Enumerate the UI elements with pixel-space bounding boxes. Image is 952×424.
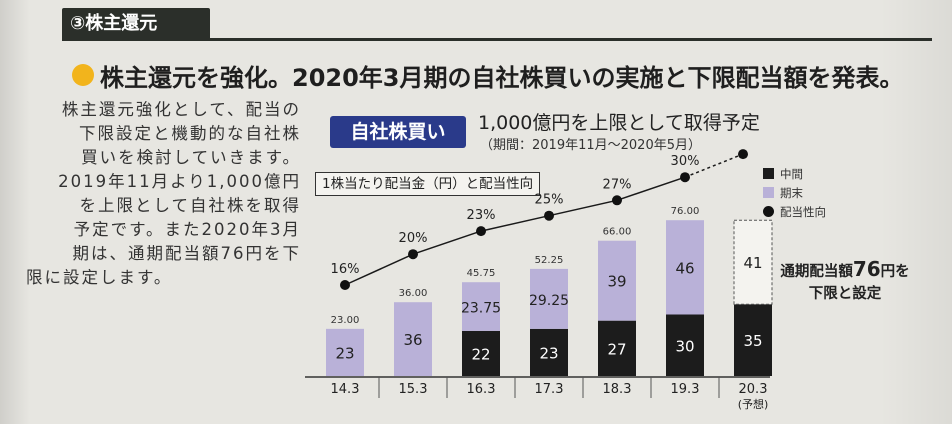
payout-ratio-point	[738, 149, 748, 160]
payout-ratio-label: 25%	[535, 193, 564, 208]
bar-final-label: 23	[335, 344, 354, 362]
body-line: 買いを検討していきます。	[81, 148, 301, 167]
bar-final-label: 23.75	[461, 301, 501, 317]
section-underline	[62, 38, 932, 41]
bar-interim	[598, 320, 636, 376]
buyback-badge: 自社株買い	[330, 116, 466, 148]
payout-ratio-label: 20%	[399, 231, 428, 246]
bar-interim-label: 22	[471, 345, 490, 363]
bar-final	[394, 302, 432, 376]
bar-final	[598, 240, 636, 321]
payout-ratio-point	[612, 195, 622, 206]
x-tick-label: 17.3	[535, 382, 564, 397]
buyback-amount-text: 1,000億円を上限として取得予定	[478, 112, 760, 134]
body-line: 下限設定と機動的な自社株	[79, 124, 301, 143]
bar-final	[530, 268, 568, 329]
payout-ratio-point	[408, 249, 418, 260]
callout-pre: 通期配当額	[780, 264, 853, 280]
callout-line2: 下限と設定	[808, 286, 882, 302]
payout-ratio-label: 23%	[467, 208, 496, 223]
buyback-period-text: （期間：2019年11月〜2020年5月）	[480, 138, 701, 153]
bar-final-label: 29.25	[529, 293, 569, 309]
bar-total-label: 52.25	[535, 255, 564, 266]
bar-interim	[530, 328, 568, 376]
x-tick-label: 15.3	[399, 382, 428, 397]
x-tick-label: 20.3	[739, 382, 768, 397]
legend-dot-icon	[763, 206, 774, 217]
payout-ratio-line	[344, 176, 686, 286]
payout-ratio-point	[680, 172, 690, 183]
bar-interim-label: 27	[607, 340, 626, 358]
bar-final	[462, 282, 500, 331]
body-line: 株主還元強化として、配当の	[61, 100, 301, 119]
headline: 株主還元を強化。2020年3月期の自社株買いの実施と下限配当額を発表。	[100, 64, 904, 92]
bar-total-label: 76.00	[671, 206, 700, 217]
bar-final-label: 39	[607, 273, 626, 291]
x-tick-note: (予想)	[738, 397, 769, 411]
bar-interim	[462, 330, 500, 376]
bar-interim-label: 30	[675, 337, 694, 355]
callout-post: 円を	[880, 264, 910, 280]
bar-total-label: 66.00	[603, 227, 632, 238]
payout-ratio-label: 30%	[671, 154, 700, 169]
section-label: ③株主還元	[62, 8, 210, 40]
bar-final-label: 36	[403, 331, 422, 349]
bar-final-label: 41	[743, 254, 762, 272]
payout-ratio-label: 16%	[331, 262, 360, 277]
body-line: 限に設定します。	[26, 268, 173, 287]
bar-final-forecast	[733, 219, 773, 305]
callout-amount: 76	[852, 257, 881, 281]
bar-interim-label: 23	[539, 344, 558, 362]
body-line: 予定です。また2020年3月	[73, 220, 301, 239]
payout-ratio-point	[544, 210, 554, 221]
bar-interim	[734, 304, 772, 376]
x-tick-label: 14.3	[331, 382, 360, 397]
bar-final	[666, 220, 704, 315]
body-line: を上限として自社株を取得	[79, 196, 301, 215]
payout-ratio-point	[340, 280, 350, 290]
legend-item-payout: 配当性向	[763, 202, 826, 221]
x-tick-label: 16.3	[467, 382, 496, 397]
legend-label: 期末	[780, 185, 803, 200]
bar-total-label: 23.00	[331, 315, 360, 326]
bar-final	[326, 328, 364, 376]
chart-legend: 中間 期末 配当性向	[763, 164, 826, 221]
legend-label: 配当性向	[780, 204, 826, 219]
bar-total-label: 45.75	[467, 268, 496, 279]
legend-swatch-interim	[763, 168, 774, 179]
body-line: 2019年11月より1,000億円	[58, 172, 301, 191]
legend-swatch-final	[763, 187, 774, 198]
payout-ratio-label: 27%	[603, 177, 632, 192]
payout-ratio-point	[476, 226, 486, 237]
bar-interim-label: 35	[743, 332, 762, 350]
bar-total-label: 36.00	[399, 288, 428, 299]
payout-ratio-forecast-line	[684, 153, 744, 178]
body-paragraph: 株主還元強化として、配当の 下限設定と機動的な自社株 買いを検討していきます。 …	[26, 98, 301, 290]
x-tick-label: 19.3	[671, 382, 700, 397]
dividend-floor-callout: 通期配当額76円を 下限と設定	[770, 258, 920, 305]
headline-bullet-icon	[72, 64, 94, 86]
bar-final-label: 46	[675, 259, 694, 277]
legend-item-interim: 中間	[763, 164, 826, 183]
chart-title: 1株当たり配当金（円）と配当性向	[315, 172, 541, 196]
bar-interim	[666, 314, 704, 376]
x-tick-label: 18.3	[603, 382, 632, 397]
legend-label: 中間	[780, 166, 803, 181]
legend-item-final: 期末	[763, 183, 826, 202]
body-line: 期は、通期配当額76円を下	[72, 244, 301, 263]
